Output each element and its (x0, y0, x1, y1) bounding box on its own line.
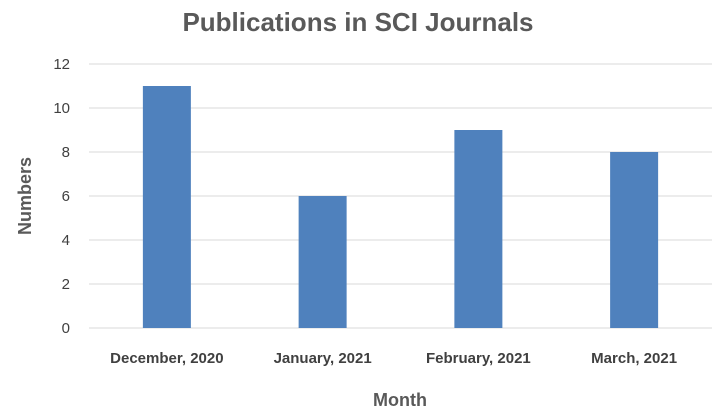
y-tick-label: 4 (62, 232, 70, 249)
x-tick-label: February, 2021 (426, 350, 531, 367)
x-axis-ticks: December, 2020 January, 2021 February, 202… (110, 350, 677, 367)
x-tick-label: March, 2021 (591, 350, 677, 367)
y-tick-label: 10 (53, 100, 70, 117)
chart-title: Publications in SCI Journals (182, 7, 533, 37)
y-tick-label: 2 (62, 276, 70, 293)
y-tick-label: 8 (62, 144, 70, 161)
bars (142, 86, 659, 328)
y-axis-title: Numbers (15, 157, 35, 235)
x-tick-label: January, 2021 (274, 350, 372, 367)
y-tick-label: 12 (53, 56, 70, 73)
y-tick-label: 0 (62, 320, 70, 337)
y-axis-ticks: 0 2 4 6 8 10 12 (53, 56, 70, 337)
bar (298, 196, 347, 328)
bar (610, 152, 659, 328)
bar (454, 130, 503, 328)
x-tick-label: December, 2020 (110, 350, 223, 367)
x-axis-title: Month (373, 390, 427, 410)
bar (142, 86, 191, 328)
gridlines (89, 63, 712, 329)
y-tick-label: 6 (62, 188, 70, 205)
